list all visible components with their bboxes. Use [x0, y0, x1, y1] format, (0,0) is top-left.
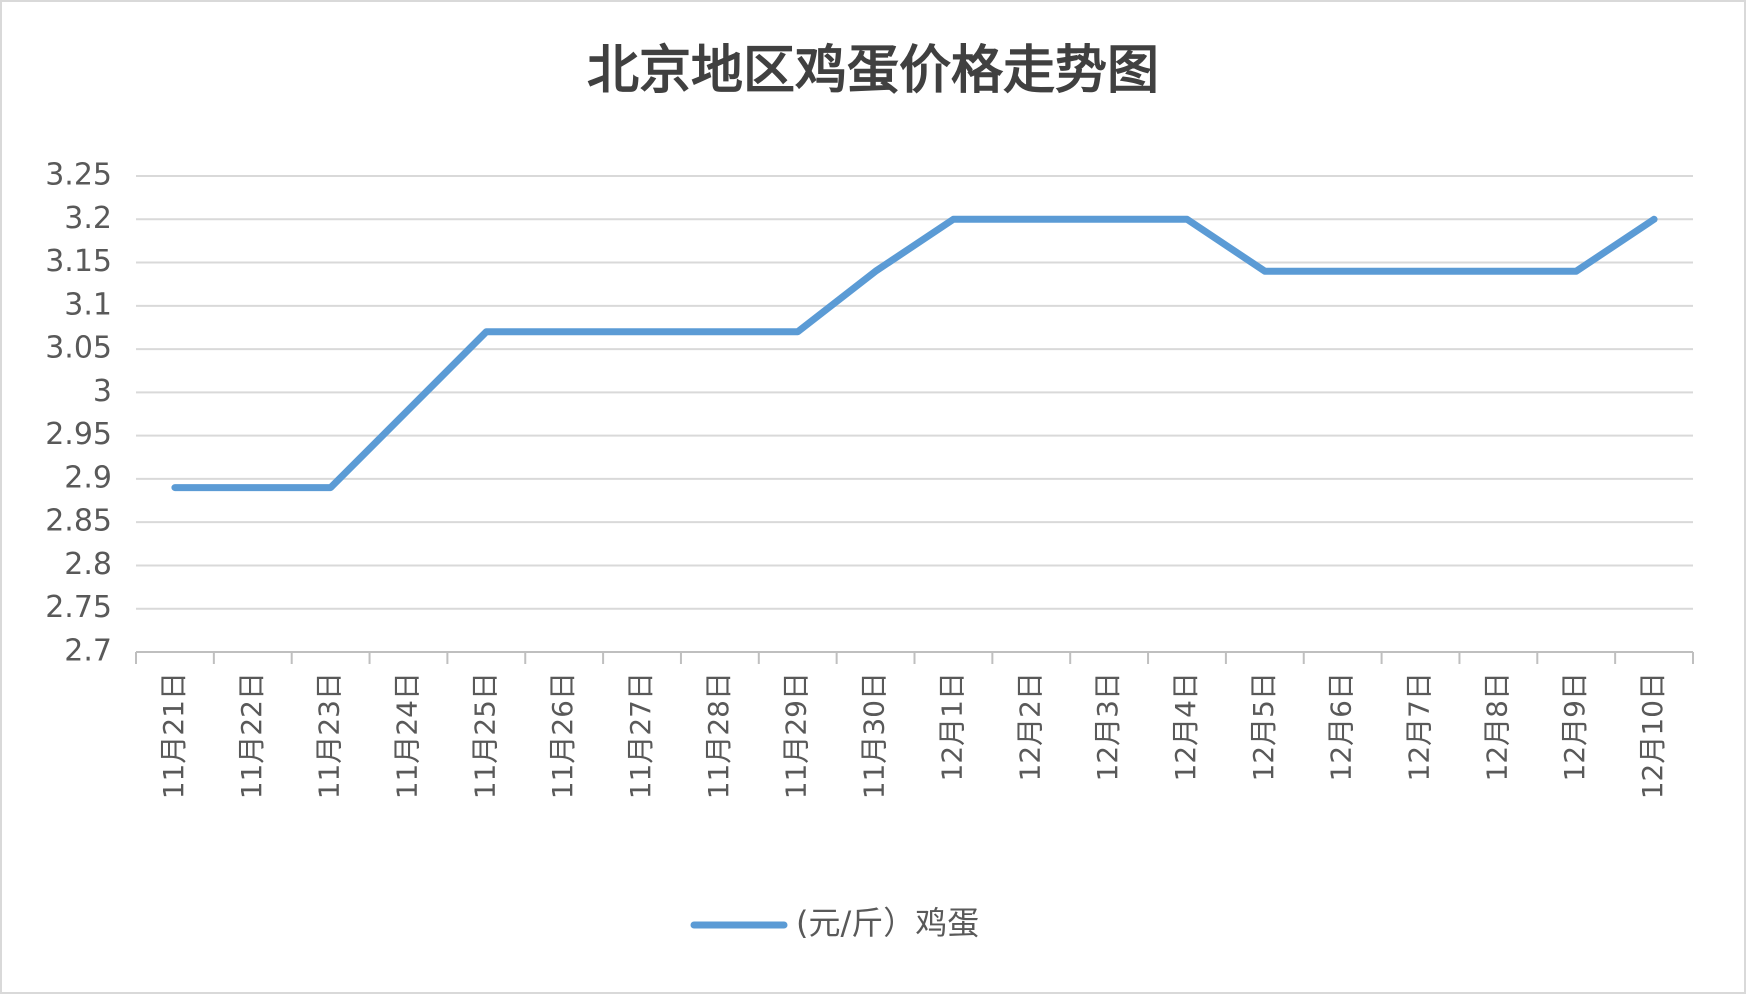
y-tick-label: 2.8 [64, 547, 112, 582]
x-tick-label: 11月23日 [313, 672, 346, 799]
x-tick-label: 11月26日 [546, 672, 579, 799]
x-tick-label: 12月9日 [1558, 672, 1591, 781]
y-tick-label: 2.9 [64, 460, 112, 495]
x-tick-label: 12月2日 [1013, 672, 1046, 781]
x-tick-label: 11月30日 [858, 672, 891, 799]
x-tick-label: 12月5日 [1247, 672, 1280, 781]
y-tick-label: 3.25 [45, 158, 112, 193]
x-tick-label: 11月29日 [780, 672, 813, 799]
y-tick-label: 3 [93, 374, 112, 409]
x-tick-label: 12月4日 [1169, 672, 1202, 781]
series-line [171, 215, 1658, 492]
y-tick-label: 2.75 [45, 590, 112, 625]
x-tick-label: 11月22日 [235, 672, 268, 799]
x-tick-label: 12月3日 [1091, 672, 1124, 781]
x-tick-label: 11月27日 [624, 672, 657, 799]
x-tick-label: 12月1日 [935, 672, 968, 781]
x-tick-label: 12月10日 [1636, 672, 1669, 799]
legend-label: (元/斤）鸡蛋 [796, 904, 979, 942]
y-tick-label: 3.05 [45, 331, 112, 366]
x-tick-label: 11月28日 [702, 672, 735, 799]
chart-title: 北京地区鸡蛋价格走势图 [587, 41, 1159, 101]
y-tick-label: 3.1 [64, 287, 112, 322]
x-tick-label: 12月7日 [1403, 672, 1436, 781]
y-tick-label: 2.85 [45, 504, 112, 539]
x-tick-label: 12月8日 [1480, 672, 1513, 781]
x-tick-label: 12月6日 [1325, 672, 1358, 781]
y-tick-label: 3.15 [45, 244, 112, 279]
y-tick-label: 2.7 [64, 634, 112, 669]
x-tick-label: 11月21日 [157, 672, 190, 799]
y-tick-label: 3.2 [64, 201, 112, 236]
y-tick-label: 2.95 [45, 417, 112, 452]
x-tick-label: 11月24日 [390, 672, 423, 799]
x-tick-label: 11月25日 [468, 672, 501, 799]
